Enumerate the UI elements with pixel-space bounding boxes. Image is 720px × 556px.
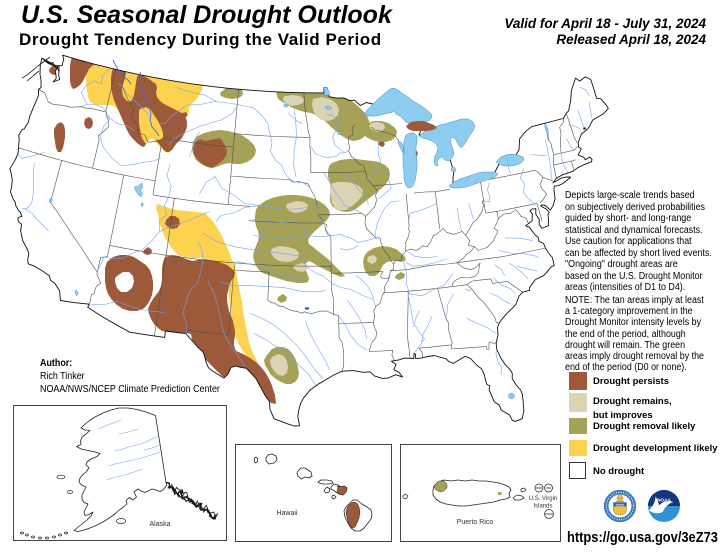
svg-text:Islands: Islands: [533, 504, 552, 510]
svg-text:Puerto Rico: Puerto Rico: [457, 519, 494, 526]
svg-text:U.S. Virgin: U.S. Virgin: [529, 496, 558, 502]
svg-text:Hawaii: Hawaii: [276, 510, 297, 517]
svg-text:Alaska: Alaska: [149, 521, 170, 528]
svg-text:NOAA: NOAA: [657, 498, 671, 503]
